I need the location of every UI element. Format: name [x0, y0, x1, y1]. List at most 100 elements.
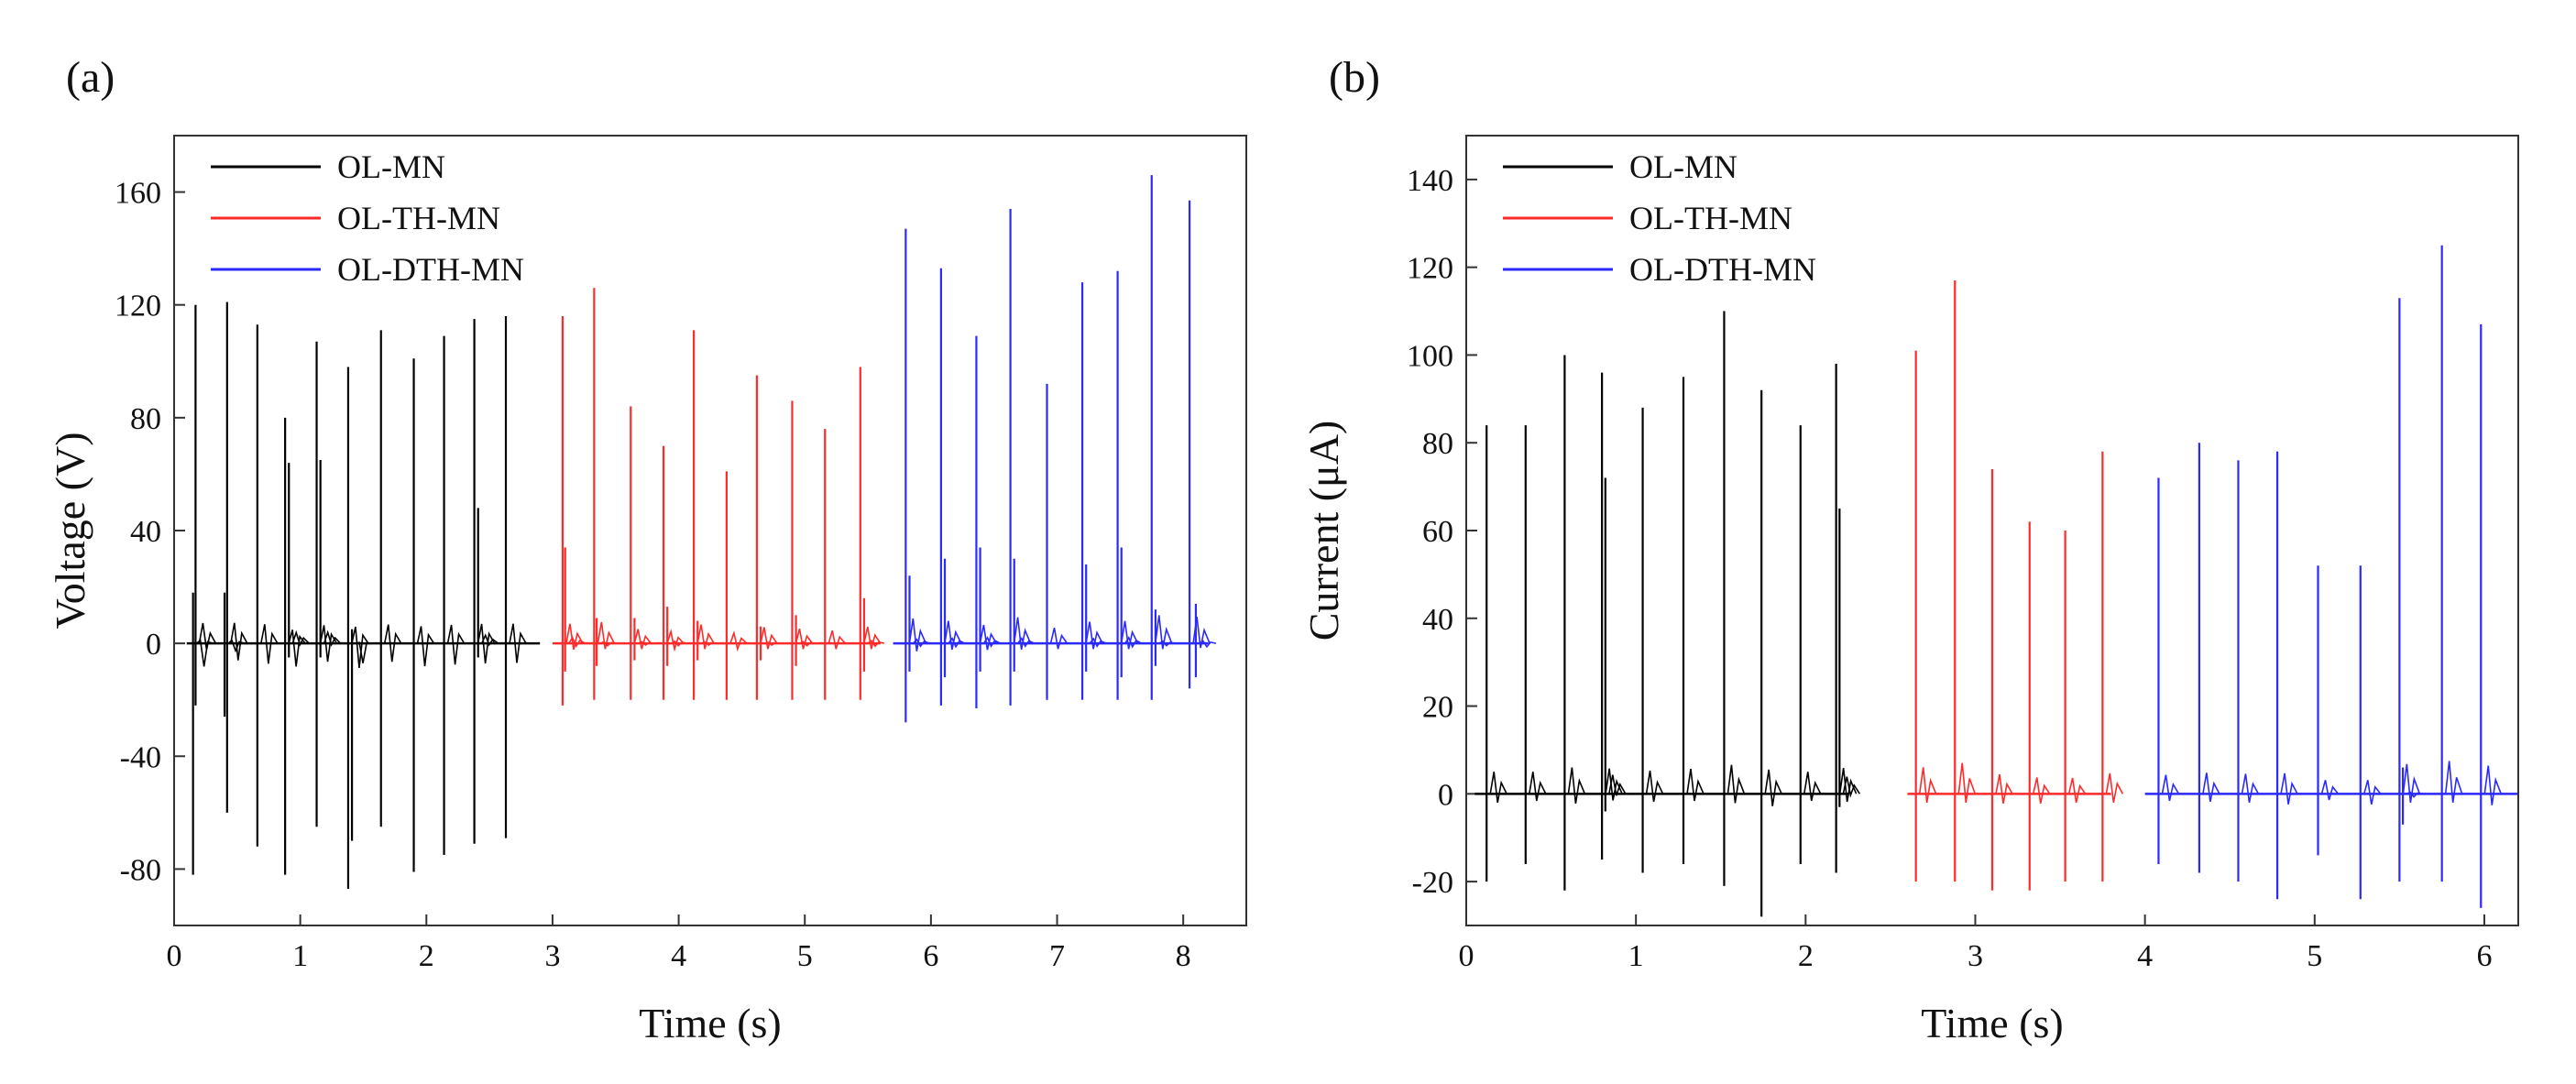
voltage-series-ol-dth-mn	[893, 175, 1217, 723]
voltage-ringing	[633, 629, 652, 650]
voltage-ringing	[979, 624, 998, 651]
voltage-ringing	[230, 622, 248, 661]
voltage-y-tick-label: 160	[115, 177, 161, 211]
current-y-tick-label: 100	[1407, 339, 1453, 373]
voltage-ringing	[355, 641, 373, 663]
current-ringing	[2320, 780, 2340, 801]
current-y-tick-label: 40	[1422, 603, 1453, 637]
voltage-x-tick-label: 1	[292, 939, 308, 973]
voltage-y-tick-label: 0	[146, 628, 161, 662]
current-x-tick-label: 1	[1628, 939, 1644, 973]
voltage-ringing	[509, 623, 527, 663]
current-ringing	[1608, 774, 1627, 796]
voltage-ringing	[351, 626, 369, 669]
voltage-legend-label-ol-dth-mn: OL-DTH-MN	[337, 251, 524, 288]
voltage-ringing	[1124, 636, 1143, 649]
current-ringing	[1489, 772, 1507, 804]
voltage-ringing	[912, 638, 930, 648]
voltage-ringing	[383, 624, 402, 662]
current-y-tick-label: -20	[1412, 866, 1453, 900]
voltage-ringing	[982, 636, 1001, 648]
voltage-legend-label-ol-th-mn: OL-TH-MN	[337, 200, 500, 236]
current-ringing	[2067, 777, 2087, 804]
voltage-ringing	[670, 640, 688, 647]
current-ticks: 0 1 2 3 4 5 6 -20 0 20 40 60 80 100 120 140	[1407, 164, 2492, 973]
current-y-tick-label: 0	[1438, 778, 1453, 812]
voltage-ringing	[867, 640, 885, 648]
current-ringing	[1726, 764, 1746, 804]
current-y-tick-label: 80	[1422, 427, 1453, 461]
voltage-series-group	[186, 175, 1217, 889]
current-ringing	[2032, 777, 2051, 805]
voltage-ringing	[416, 626, 435, 667]
current-plot-frame	[1465, 135, 2519, 926]
current-ringing	[1645, 770, 1664, 803]
voltage-ringing	[700, 641, 718, 646]
current-series-ol-mn	[1474, 311, 1861, 917]
current-x-tick-label: 5	[2307, 939, 2322, 973]
voltage-x-tick-label: 8	[1176, 939, 1191, 973]
voltage-ringing	[1158, 640, 1177, 647]
voltage-ringing	[1089, 637, 1107, 648]
current-ringing	[1838, 768, 1858, 803]
current-legend: OL-MN OL-TH-MN OL-DTH-MN	[1503, 148, 1816, 288]
voltage-x-tick-label: 5	[797, 939, 813, 973]
voltage-ringing	[323, 630, 342, 647]
voltage-ringing	[288, 630, 306, 667]
voltage-ringing	[1085, 621, 1103, 650]
current-ringing	[2483, 765, 2503, 805]
voltage-ringing	[568, 636, 586, 648]
current-ringing	[1957, 762, 1977, 804]
voltage-x-tick-label: 6	[923, 939, 938, 973]
voltage-ringing	[763, 641, 782, 646]
voltage-ringing	[666, 629, 685, 652]
current-ringing	[1995, 773, 2013, 805]
current-y-tick-label: 20	[1422, 691, 1453, 725]
voltage-x-axis-title: Time (s)	[639, 1000, 782, 1046]
current-legend-label-ol-mn: OL-MN	[1629, 148, 1737, 185]
current-y-tick-label: 140	[1407, 164, 1453, 198]
voltage-ringing	[795, 629, 814, 650]
current-ringing	[1605, 768, 1623, 801]
current-ringing	[1918, 767, 1937, 804]
voltage-ringing	[799, 641, 817, 647]
voltage-y-tick-label: 120	[115, 290, 161, 323]
voltage-series-ol-mn	[186, 301, 541, 889]
voltage-ringing	[1154, 615, 1173, 650]
voltage-ringing	[260, 624, 279, 664]
current-ringing	[2105, 772, 2124, 804]
current-legend-label-ol-th-mn: OL-TH-MN	[1629, 200, 1792, 236]
current-series-ol-dth-mn	[2144, 245, 2518, 908]
voltage-y-tick-label: 40	[130, 515, 161, 549]
voltage-ringing	[760, 627, 778, 650]
current-x-tick-label: 6	[2476, 939, 2492, 973]
current-ringing	[2161, 774, 2180, 802]
voltage-ringing	[944, 620, 962, 651]
current-ringing	[2444, 761, 2463, 804]
current-ringing	[2363, 780, 2382, 805]
current-y-axis-title: Current (μA)	[1300, 421, 1347, 641]
voltage-x-tick-label: 7	[1049, 939, 1065, 973]
voltage-ringing	[446, 624, 466, 665]
current-x-tick-label: 2	[1798, 939, 1814, 973]
voltage-ringing	[1120, 620, 1139, 650]
voltage-ringing	[481, 633, 499, 647]
current-y-tick-label: 60	[1422, 515, 1453, 549]
voltage-ringing	[1199, 640, 1217, 649]
voltage-ringing	[198, 622, 217, 651]
voltage-ringing	[828, 630, 846, 650]
panel-label-b: (b)	[1329, 53, 1380, 102]
voltage-ringing	[319, 625, 338, 662]
voltage-ringing	[863, 626, 882, 650]
voltage-series-ol-th-mn	[552, 288, 885, 706]
current-x-tick-label: 4	[2137, 939, 2153, 973]
voltage-ringing	[477, 623, 496, 664]
current-x-tick-label: 0	[1459, 939, 1474, 973]
current-series-ol-th-mn	[1907, 280, 2124, 891]
voltage-legend-label-ol-mn: OL-MN	[337, 148, 445, 185]
current-ringing	[2402, 763, 2421, 804]
current-ringing	[1764, 769, 1782, 806]
current-chart-panel: (b) 0 1 2 3 4 5 6 -20 0 20 40 60 80 100 120 140 Time (s…	[1300, 53, 2519, 1046]
